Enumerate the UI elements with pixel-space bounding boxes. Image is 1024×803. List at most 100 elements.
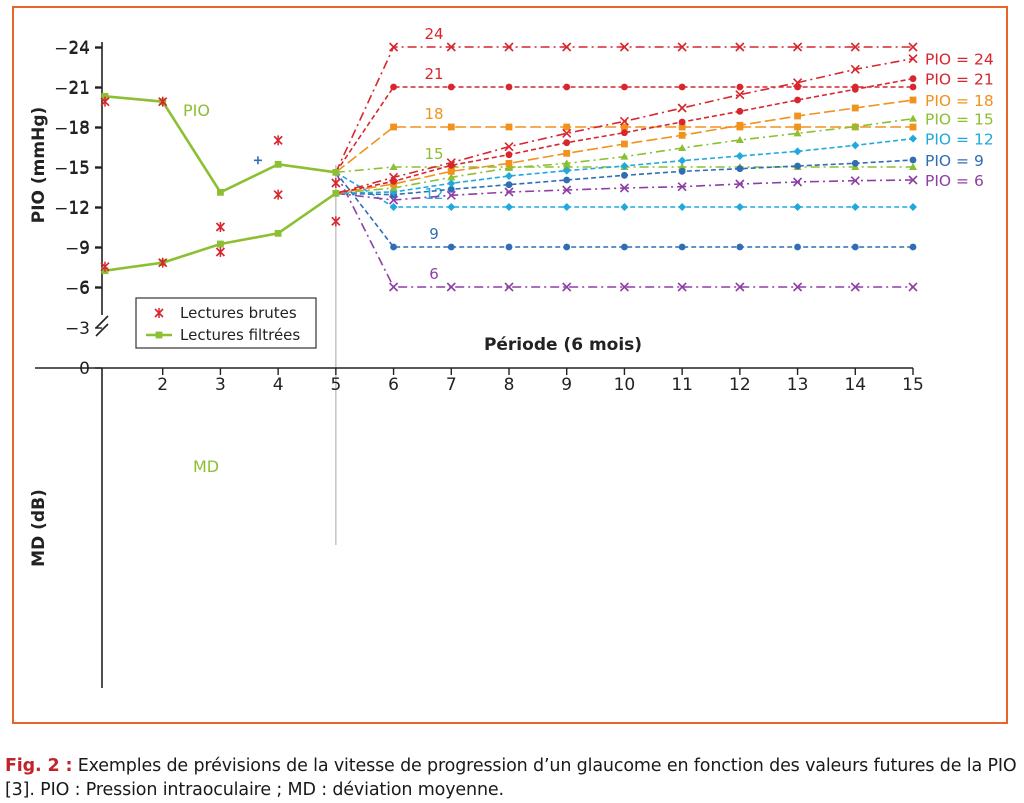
pio-scenario-18-marker-10 [621,123,628,131]
md-x-tick-label-5: 5 [330,375,341,395]
pio-scenario-24-marker-6-b [389,42,399,52]
md-x-tick-label-12: 12 [729,375,751,395]
md-y-tick-label-12: −12 [54,199,90,219]
pio-scenario-6-marker-8-b [504,282,514,292]
pio-scenario-6-marker-10 [619,282,629,292]
md-series-pio18-marker-11 [678,131,686,139]
pio-y-tick-label-12: 12 [68,198,90,218]
md-series-pio12-marker-9 [562,166,571,175]
md-series-pio6-marker-8 [504,187,514,197]
md-x-axis-title: Période (6 mois) [484,335,642,355]
md-series-pio9-marker-14 [851,159,859,167]
md-x-tick-label-2: 2 [157,375,168,395]
md-series-pio6-marker-6 [389,195,399,205]
pio-scenario-6-marker-8 [504,282,514,292]
md-series-pio12-marker-14 [851,141,860,150]
pio-y-tick-label-6: 6 [79,278,90,298]
md-y-tick-label-21: −21 [54,79,90,99]
md-series-label-pio9: PIO = 9 [925,152,984,170]
md-series-pio15-marker-14 [851,122,860,130]
pio-scenario-15-marker-11 [678,163,687,170]
md-x-tick-label-15: 15 [902,375,924,395]
pio-scenario-6-marker-11 [677,282,687,292]
md-series-label-pio21: PIO = 21 [925,71,994,89]
pio-scenario-24-marker-14 [850,42,860,52]
md-series-pio24-marker-15 [908,54,918,64]
md-series-pio24-marker-10 [619,116,629,126]
pio-scenario-12-marker-9 [562,203,571,211]
pio-raw-marker-1 [100,96,110,107]
md-series-pio24-marker-7 [446,158,456,168]
md-raw-marker-1 [100,261,110,272]
pio-scenario-18-marker-7 [447,123,455,131]
md-x-tick-label-6: 6 [388,375,399,395]
md-series-pio24-marker-6-b [389,172,399,182]
md-y-tick-label-6: −6 [65,279,90,299]
md-series-label-pio6: PIO = 6 [925,172,984,190]
md-filtered-marker-4 [274,229,282,237]
pio-scenario-6-marker-15-b [908,282,918,292]
pio-scenario-21-marker-7 [447,83,455,91]
md-series-pio24-marker-9 [562,128,572,138]
pio-scenario-24-marker-9 [562,42,572,52]
md-series-pio18-marker-12 [736,121,744,129]
md-series-pio18-marker-8 [505,159,513,167]
pio-scenario-24-marker-9-b [562,42,572,52]
md-series-line-pio6 [335,179,914,201]
pio-filtered-marker-3 [217,188,224,196]
pio-scenario-6-marker-9-b [562,282,572,292]
pio-scenario-24-marker-8-b [504,42,514,52]
md-series-pio15-marker-9 [562,159,571,167]
md-y-tick-label-24: −24 [54,39,90,59]
pio-scenario-15-marker-9 [562,163,571,170]
md-series-pio21-marker-15 [909,75,917,83]
md-raw-marker-2 [158,257,168,268]
md-series-pio12-marker-15 [909,134,917,143]
md-annotation: MD [193,457,219,476]
md-series-label-pio12: PIO = 12 [925,131,994,149]
md-series-pio21-marker-11 [678,118,686,126]
pio-raw-marker-3 [215,222,226,232]
pio-annotation: PIO [183,101,210,120]
pio-scenario-9-marker-14 [851,243,859,251]
pio-scenario-6-marker-15 [908,282,918,292]
md-series-pio24-marker-11-b [677,103,687,113]
pio-scenario-9-marker-6 [390,243,397,251]
md-x-tick-label-7: 7 [446,375,457,395]
md-series-pio24-marker-14 [850,64,860,74]
md-series-pio24-marker-12-b [735,90,745,100]
md-series-pio18-marker-9 [563,149,571,157]
md-series-pio15-marker-15 [909,114,917,122]
pio-scenario-9-marker-12 [736,243,744,251]
md-x-tick-label-8: 8 [504,375,515,395]
pio-scenario-21-marker-15 [909,83,917,91]
pio-scenario-9-marker-13 [794,243,801,251]
pio-scenario-12-marker-13 [793,203,802,211]
md-series-pio12-marker-10 [620,162,629,170]
pio-scenario-12-marker-8 [505,203,513,211]
md-series-pio18-marker-10 [621,140,628,148]
md-series-pio24-marker-12 [735,90,745,100]
pio-scenario-15-marker-15 [909,163,917,170]
md-series-pio6-marker-6-b [389,195,399,205]
pio-scenario-12-marker-15 [909,203,917,211]
md-series-pio6-marker-11-b [677,182,687,192]
legend-filtered-marker [155,331,163,339]
md-series-pio15-marker-8 [505,164,513,171]
pio-scenario-6-marker-7-b [446,282,456,292]
md-series-line-pio21 [335,77,914,195]
md-series-pio12-marker-11 [678,156,687,165]
pio-scenario-18-marker-13 [794,123,801,131]
md-series-pio6-marker-12-b [735,179,745,189]
pio-scenario-6-marker-14-b [850,282,860,292]
caption-label: Fig. 2 : [5,756,73,776]
md-series-pio6-marker-11 [677,182,687,192]
md-series-pio15-marker-13 [793,129,802,137]
md-series-pio24-marker-9-b [562,128,572,138]
md-x-tick-label-14: 14 [844,375,866,395]
pio-raw-marker-5 [331,178,341,188]
md-series-pio21-marker-9 [563,139,571,147]
md-y-tick-label-9: −9 [65,239,90,259]
pio-scenario-9-marker-9 [563,243,571,251]
pio-scenario-label-24: 24 [424,25,443,43]
